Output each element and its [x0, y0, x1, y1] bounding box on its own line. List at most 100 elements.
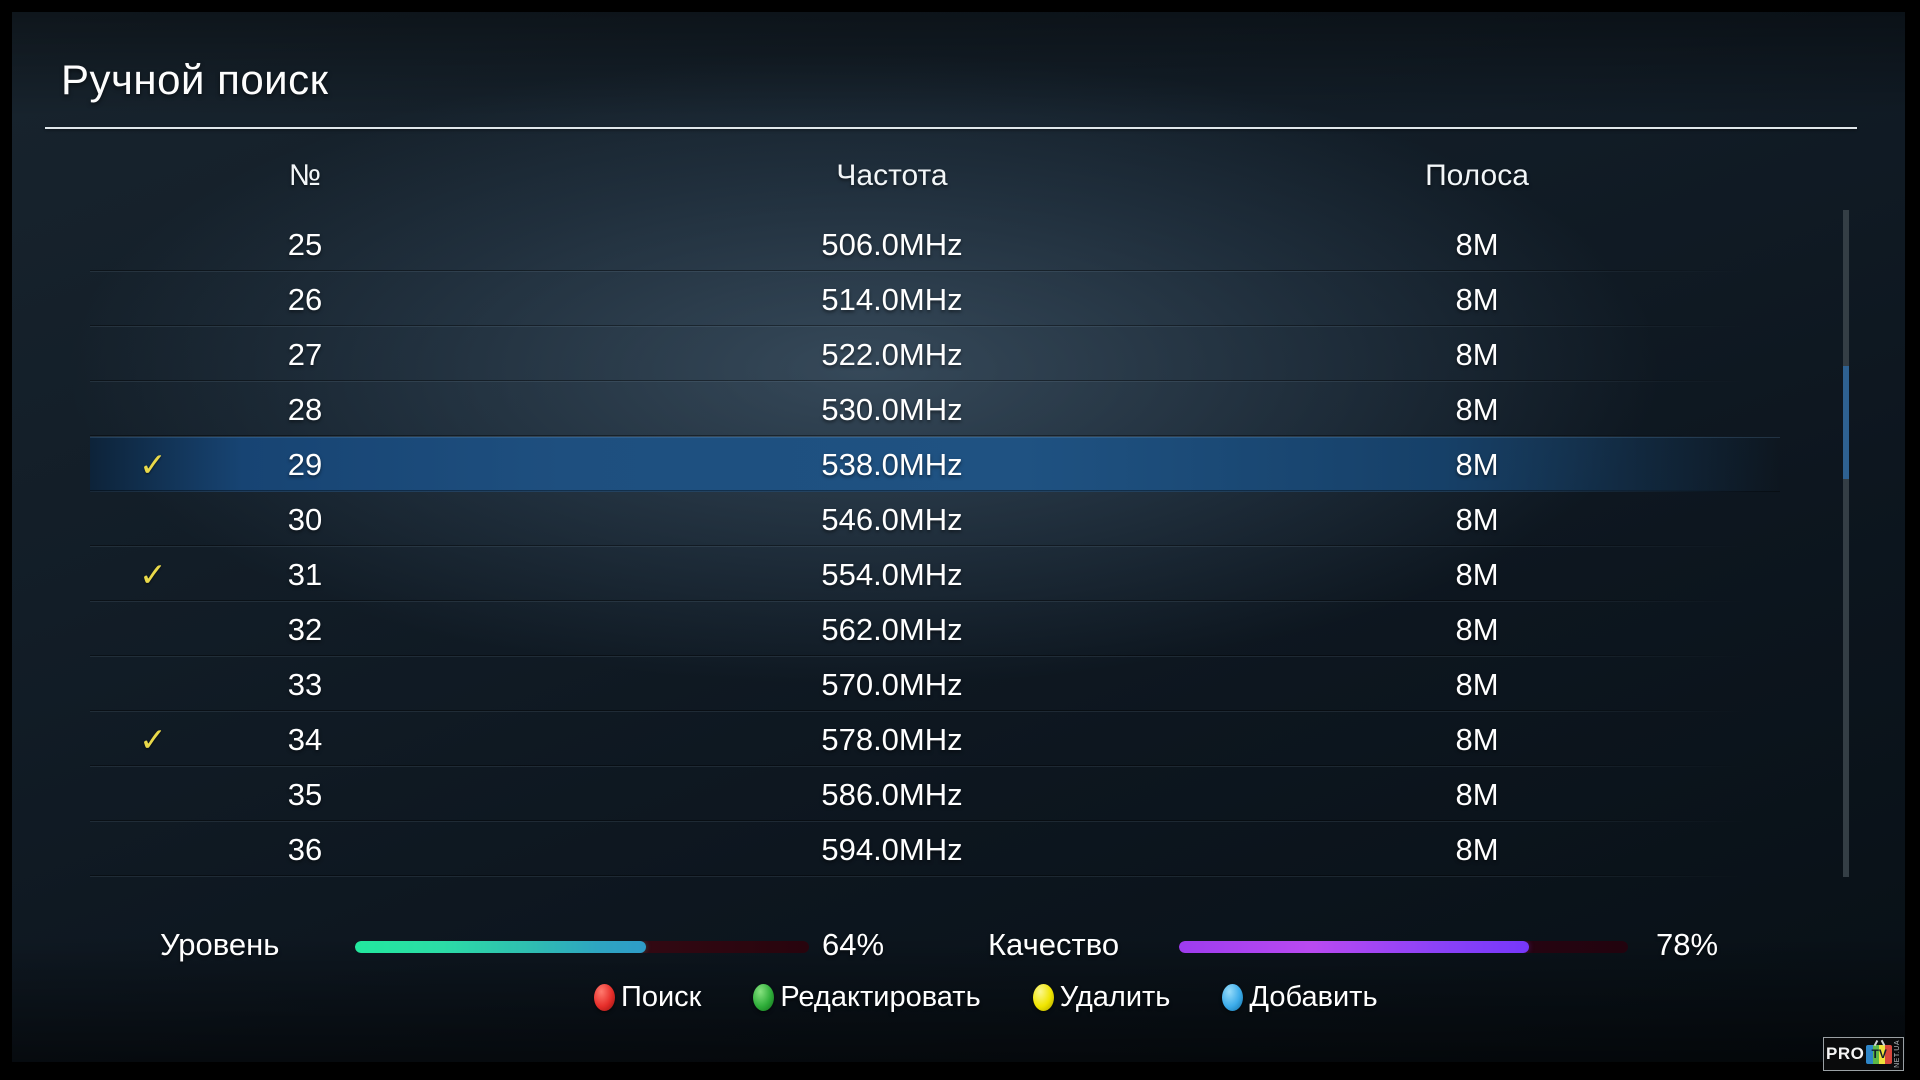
quality-label: Качество — [988, 927, 1120, 962]
channel-frequency: 506.0MHz — [821, 227, 963, 262]
legend-label: Удалить — [1059, 981, 1171, 1013]
broadcaster-logo: PRO TV NET.UA — [1823, 1037, 1904, 1071]
checkmark-placeholder — [90, 272, 216, 327]
legend-item-search[interactable]: Поиск — [594, 981, 701, 1014]
row-filler — [1564, 602, 1780, 657]
screen-background — [12, 12, 1905, 1062]
level-label: Уровень — [160, 927, 280, 962]
channel-frequency: 522.0MHz — [821, 337, 963, 372]
channel-frequency: 530.0MHz — [821, 392, 963, 427]
checkmark-icon: ✓ — [139, 556, 167, 593]
logo-pro-text: PRO — [1826, 1044, 1865, 1063]
table-row[interactable]: 27 522.0MHz 8M — [90, 327, 1780, 382]
row-filler — [1564, 492, 1780, 547]
table-header: № Частота Полоса — [90, 156, 1780, 196]
channel-bandwidth: 8M — [1455, 777, 1499, 812]
checkmark-placeholder — [90, 492, 216, 547]
table-row[interactable]: 32 562.0MHz 8M — [90, 602, 1780, 657]
channel-number: 27 — [287, 337, 323, 372]
checkmark-placeholder — [90, 382, 216, 437]
channel-number: 33 — [287, 667, 323, 702]
channel-bandwidth: 8M — [1455, 557, 1499, 592]
legend-item-edit[interactable]: Редактировать — [753, 981, 981, 1014]
channel-frequency: 514.0MHz — [821, 282, 963, 317]
row-filler — [1564, 767, 1780, 822]
quality-bar-fill — [1179, 941, 1530, 953]
channel-number: 29 — [287, 447, 323, 482]
title-divider — [45, 127, 1857, 129]
header-number: № — [288, 159, 322, 192]
channel-frequency: 562.0MHz — [821, 612, 963, 647]
channel-bandwidth: 8M — [1455, 832, 1499, 867]
channel-frequency: 570.0MHz — [821, 667, 963, 702]
header-bandwidth: Полоса — [1425, 159, 1529, 192]
channel-bandwidth: 8M — [1455, 502, 1499, 537]
red-button-icon — [594, 984, 615, 1011]
quality-percent: 78% — [1656, 927, 1719, 962]
table-row[interactable]: ✓ 31 554.0MHz 8M — [90, 547, 1780, 602]
channel-frequency: 546.0MHz — [821, 502, 963, 537]
channel-number: 31 — [287, 557, 323, 592]
quality-bar — [1179, 941, 1628, 953]
color-key-legend: Поиск Редактировать Удалить Добавить — [594, 981, 1378, 1014]
channel-bandwidth: 8M — [1455, 667, 1499, 702]
checkmark-placeholder — [90, 657, 216, 712]
channel-number: 28 — [287, 392, 323, 427]
table-row[interactable]: ✓ 34 578.0MHz 8M — [90, 712, 1780, 767]
logo-tv-text: TV — [1871, 1047, 1887, 1061]
table-row[interactable]: 36 594.0MHz 8M — [90, 822, 1780, 877]
legend-label: Поиск — [621, 981, 702, 1013]
row-filler — [1564, 437, 1780, 492]
level-percent: 64% — [822, 927, 885, 962]
checkmark-placeholder — [90, 217, 216, 272]
checkmark-placeholder — [90, 767, 216, 822]
row-filler — [1564, 657, 1780, 712]
blue-button-icon — [1222, 984, 1244, 1011]
checkmark-icon: ✓ — [139, 446, 167, 483]
channel-table: 25 506.0MHz 8M 26 514.0MHz 8M 27 522.0MHz 8M 28 53… — [90, 217, 1780, 877]
channel-number: 30 — [287, 502, 323, 537]
channel-bandwidth: 8M — [1455, 722, 1499, 757]
channel-frequency: 578.0MHz — [821, 722, 963, 757]
yellow-button-icon — [1032, 984, 1054, 1011]
scrollbar-track[interactable] — [1843, 210, 1849, 877]
channel-number: 36 — [287, 832, 323, 867]
checkmark-placeholder — [90, 602, 216, 657]
table-row[interactable]: 35 586.0MHz 8M — [90, 767, 1780, 822]
logo-net-text: NET.UA — [1894, 1040, 1901, 1068]
checkmark-placeholder — [90, 822, 216, 877]
tv-icon: TV — [1866, 1044, 1892, 1064]
channel-bandwidth: 8M — [1455, 392, 1499, 427]
channel-number: 32 — [287, 612, 323, 647]
channel-bandwidth: 8M — [1455, 337, 1499, 372]
channel-frequency: 554.0MHz — [821, 557, 963, 592]
channel-frequency: 586.0MHz — [821, 777, 963, 812]
level-bar-fill — [355, 941, 646, 953]
green-button-icon — [753, 984, 775, 1011]
legend-item-add[interactable]: Добавить — [1222, 981, 1378, 1014]
table-row-selected[interactable]: ✓ 29 538.0MHz 8M — [90, 437, 1780, 492]
row-filler — [1564, 217, 1780, 272]
table-row[interactable]: 25 506.0MHz 8M — [90, 217, 1780, 272]
row-filler — [1564, 382, 1780, 437]
channel-bandwidth: 8M — [1455, 227, 1499, 262]
table-row[interactable]: 26 514.0MHz 8M — [90, 272, 1780, 327]
page-title: Ручной поиск — [61, 56, 329, 103]
row-filler — [1564, 272, 1780, 327]
header-filler — [1564, 156, 1780, 196]
scrollbar-thumb[interactable] — [1843, 366, 1849, 479]
channel-frequency: 594.0MHz — [821, 832, 963, 867]
channel-frequency: 538.0MHz — [821, 447, 963, 482]
table-row[interactable]: 33 570.0MHz 8M — [90, 657, 1780, 712]
row-filler — [1564, 822, 1780, 877]
legend-item-delete[interactable]: Удалить — [1032, 981, 1171, 1014]
table-row[interactable]: 28 530.0MHz 8M — [90, 382, 1780, 437]
checkmark-icon: ✓ — [139, 721, 167, 758]
channel-number: 35 — [287, 777, 323, 812]
channel-bandwidth: 8M — [1455, 447, 1499, 482]
level-bar — [355, 941, 809, 953]
channel-bandwidth: 8M — [1455, 282, 1499, 317]
legend-label: Добавить — [1249, 981, 1378, 1013]
row-filler — [1564, 712, 1780, 767]
table-row[interactable]: 30 546.0MHz 8M — [90, 492, 1780, 547]
